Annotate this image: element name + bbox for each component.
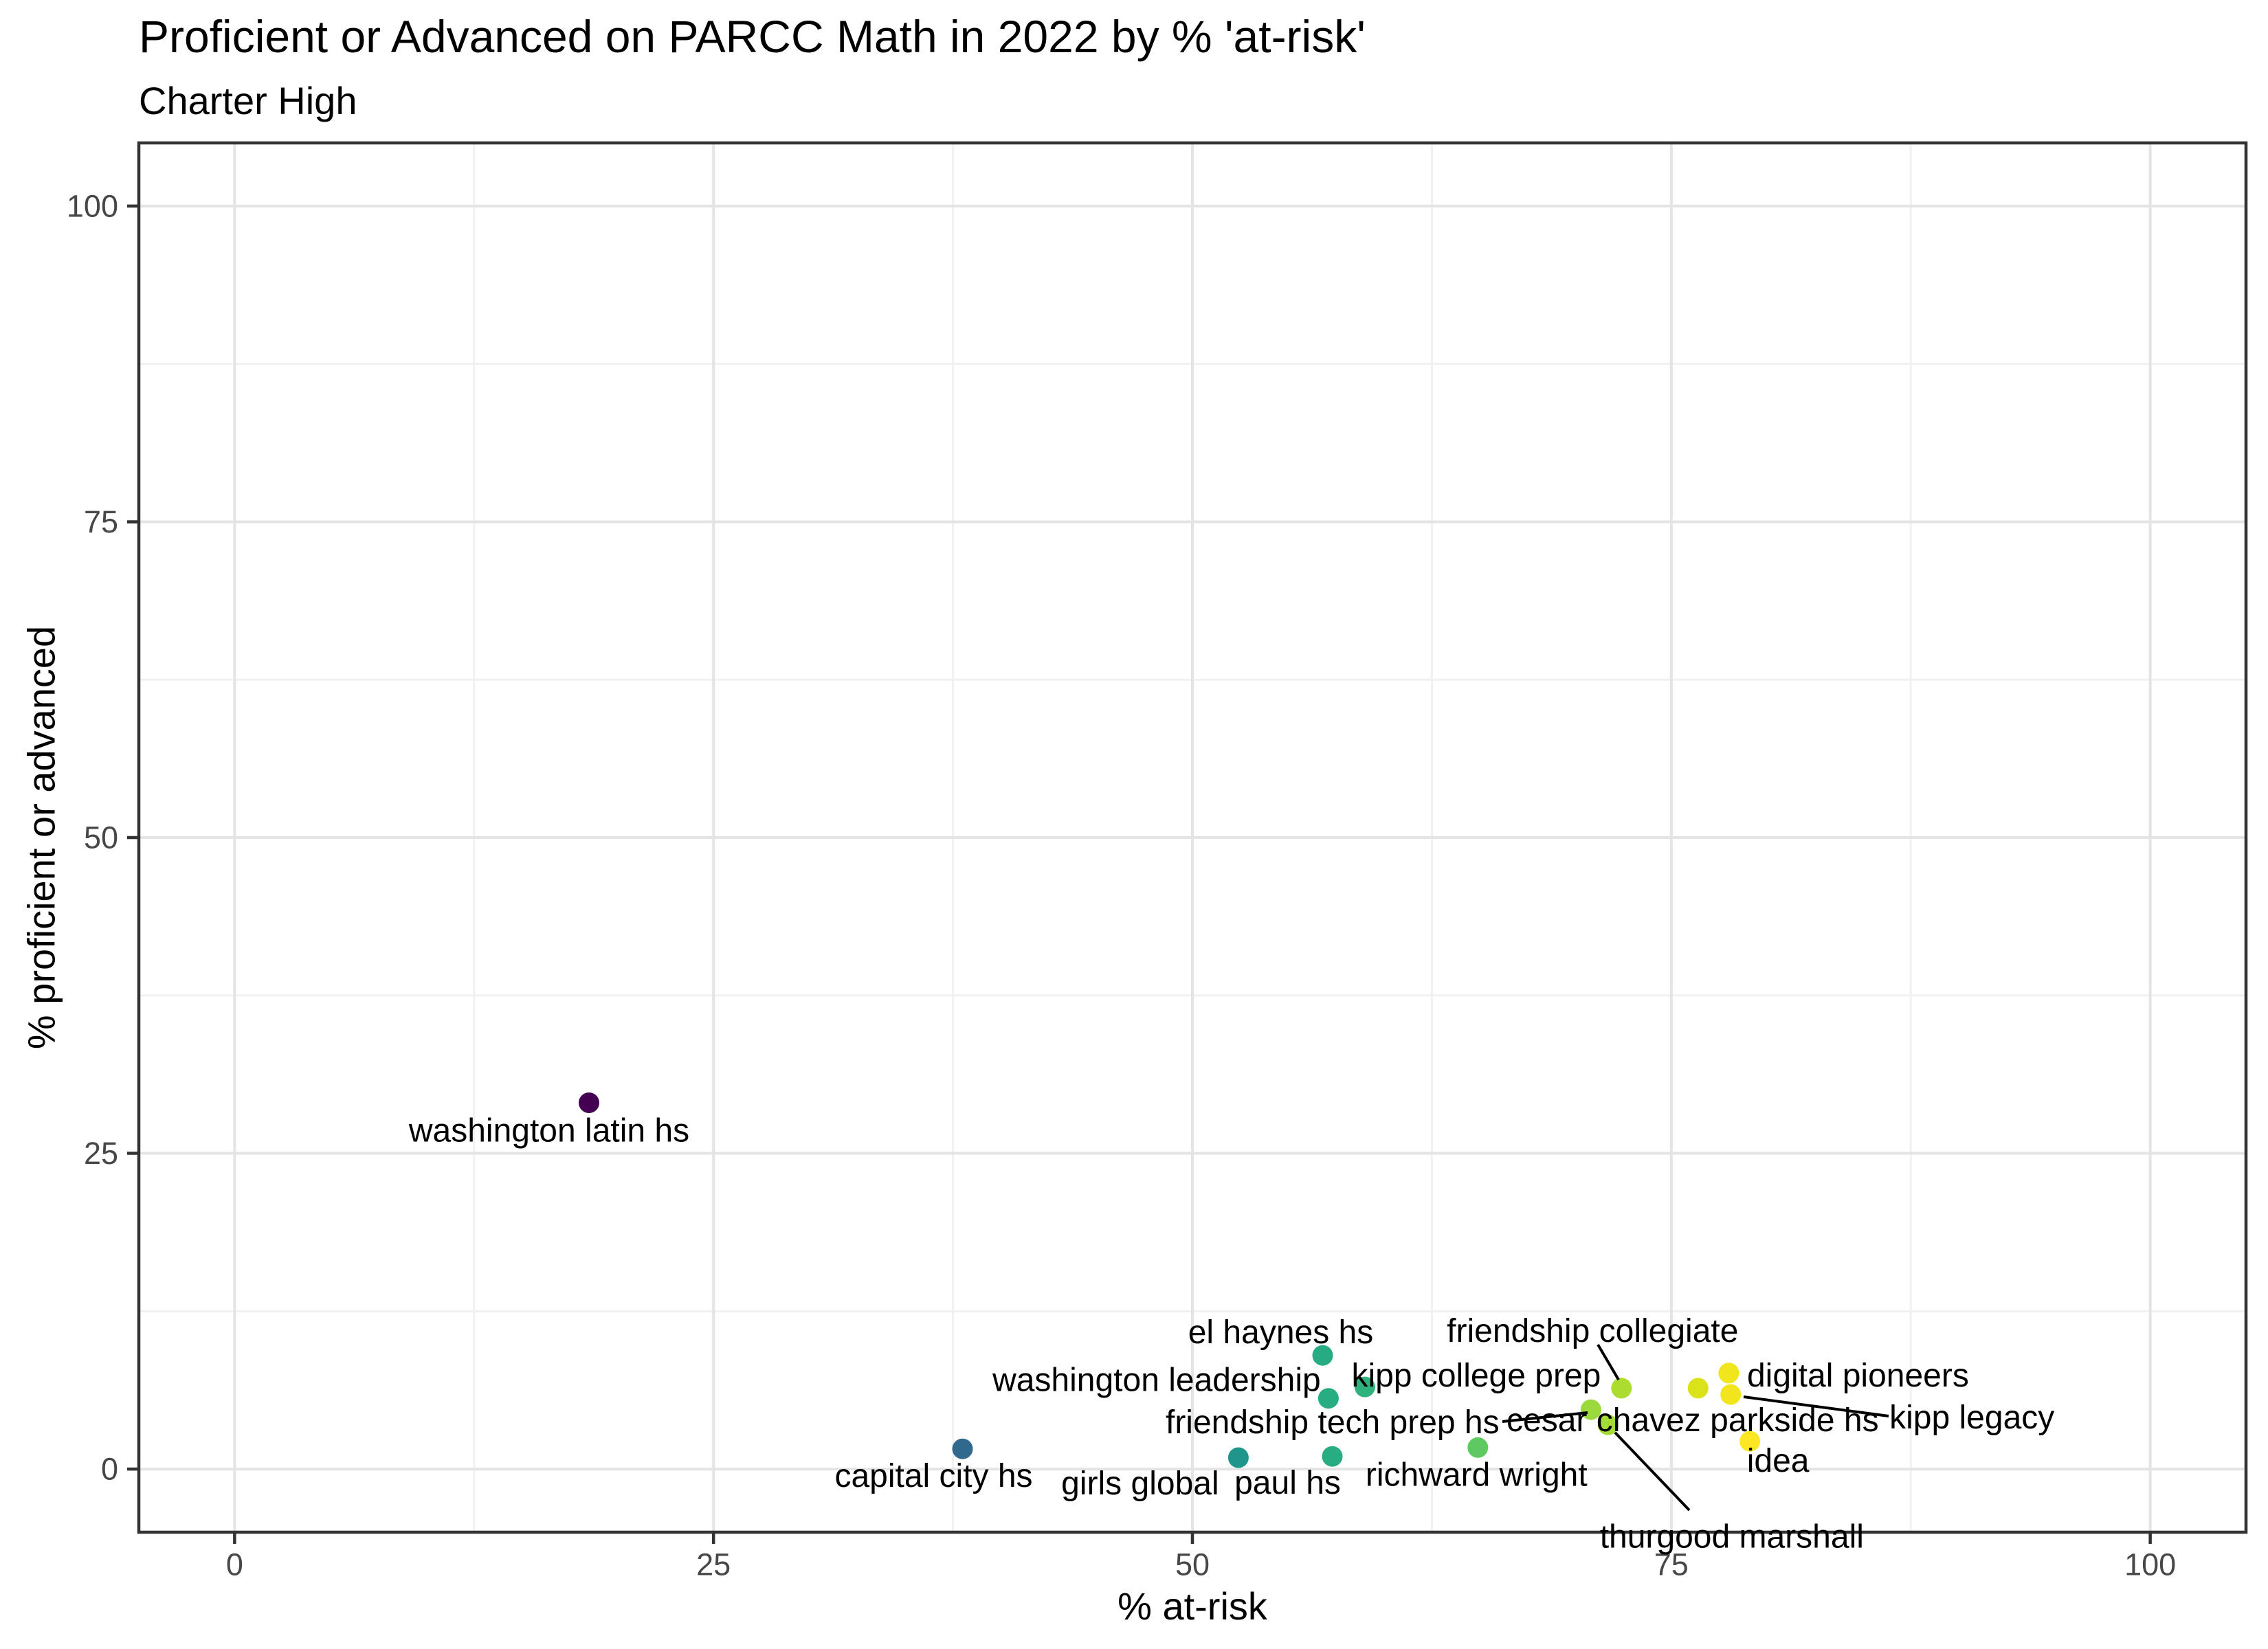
point-label-capital-city-hs: capital city hs (834, 1458, 1032, 1494)
data-point-digital-pioneers (1718, 1362, 1739, 1384)
leader-line-kipp-legacy (1743, 1395, 1889, 1417)
data-point-kipp-college-prep (1354, 1376, 1375, 1398)
data-point-thurgood-marshall (1597, 1414, 1619, 1435)
data-point-paul-hs (1322, 1446, 1343, 1467)
chart-title: Proficient or Advanced on PARCC Math in … (139, 11, 1366, 62)
y-tick-label-100: 100 (67, 188, 118, 223)
x-tick-label-75: 75 (1654, 1547, 1689, 1582)
data-point-friendship-tech-prep-hs (1580, 1399, 1601, 1420)
x-tick-label-25: 25 (696, 1547, 731, 1582)
x-tick-label-100: 100 (2124, 1547, 2176, 1582)
data-point-cesar-chavez-parkside-hs (1687, 1378, 1709, 1399)
point-label-richward-wright: richward wright (1366, 1457, 1588, 1493)
point-label-digital-pioneers: digital pioneers (1747, 1358, 1969, 1394)
data-point-el-haynes-hs (1312, 1345, 1333, 1366)
data-point-idea (1739, 1431, 1761, 1452)
point-label-kipp-legacy: kipp legacy (1889, 1400, 2054, 1436)
x-axis-title: % at-risk (1118, 1584, 1268, 1628)
point-label-washington-latin-hs: washington latin hs (408, 1113, 689, 1149)
y-axis-title: % proficient or advanced (20, 626, 63, 1049)
x-tick-label-0: 0 (226, 1547, 243, 1582)
point-label-kipp-college-prep: kipp college prep (1351, 1358, 1601, 1394)
point-label-el-haynes-hs: el haynes hs (1188, 1314, 1374, 1351)
point-label-washington-leadership: washington leadership (992, 1362, 1321, 1399)
y-tick-label-75: 75 (84, 504, 118, 539)
point-label-paul-hs: paul hs (1234, 1465, 1341, 1501)
point-label-idea: idea (1747, 1443, 1810, 1479)
data-point-washington-leadership (1318, 1388, 1339, 1409)
plot-area: 0 25 50 75 100 0 25 50 75 100 washington latin hs c… (67, 141, 2248, 1582)
data-point-friendship-collegiate (1611, 1378, 1632, 1399)
x-tick-label-50: 50 (1175, 1547, 1210, 1582)
point-label-girls-global: girls global (1061, 1466, 1219, 1502)
data-point-girls-global (1227, 1447, 1249, 1468)
chart-subtitle: Charter High (139, 79, 357, 122)
leader-line-friendship-tech-prep-hs (1502, 1411, 1588, 1423)
y-tick-label-50: 50 (84, 820, 118, 855)
y-tick-label-0: 0 (101, 1452, 118, 1487)
data-point-capital-city-hs (952, 1438, 973, 1459)
leader-line-thurgood-marshall (1614, 1431, 1691, 1512)
data-point-washington-latin-hs (579, 1092, 599, 1113)
data-point-kipp-legacy (1720, 1384, 1742, 1405)
point-label-friendship-collegiate: friendship collegiate (1447, 1313, 1738, 1349)
point-label-friendship-tech-prep-hs: friendship tech prep hs (1166, 1404, 1500, 1441)
point-label-cesar-chavez-parkside-hs: cesar chavez parkside hs (1507, 1402, 1879, 1439)
data-point-richward-wright (1467, 1437, 1489, 1458)
point-label-thurgood-marshall: thurgood marshall (1600, 1518, 1864, 1555)
leader-line-friendship-collegiate (1597, 1343, 1620, 1381)
y-tick-label-25: 25 (84, 1136, 118, 1171)
